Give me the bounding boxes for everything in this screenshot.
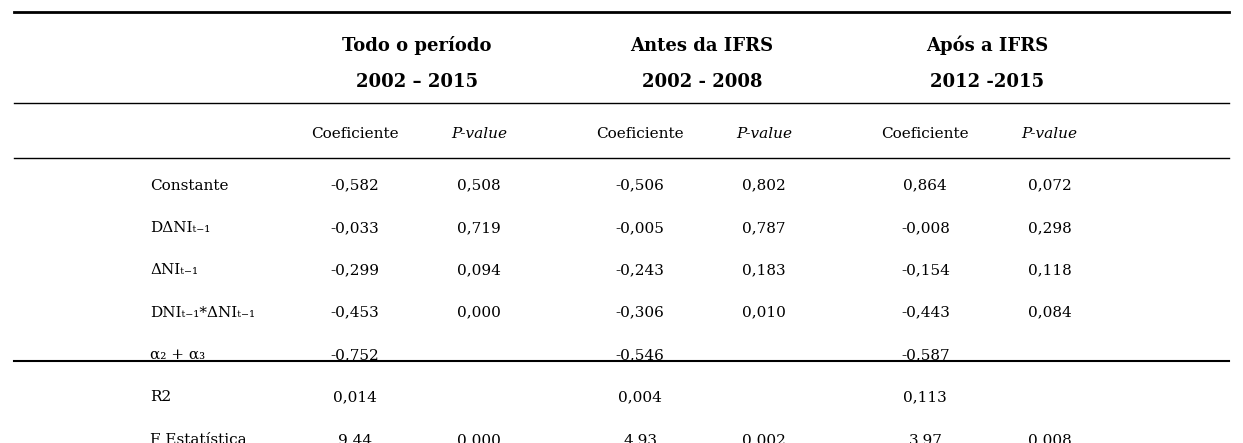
Text: -0,033: -0,033 (331, 221, 379, 235)
Text: 0,508: 0,508 (457, 179, 501, 193)
Text: -0,453: -0,453 (331, 306, 379, 320)
Text: 2002 – 2015: 2002 – 2015 (355, 74, 477, 91)
Text: -0,546: -0,546 (615, 348, 665, 362)
Text: -0,582: -0,582 (331, 179, 379, 193)
Text: 0,802: 0,802 (742, 179, 786, 193)
Text: -0,154: -0,154 (901, 263, 950, 277)
Text: 0,014: 0,014 (333, 390, 377, 404)
Text: P-value: P-value (1022, 127, 1078, 141)
Text: DNIₜ₋₁*ΔNIₜ₋₁: DNIₜ₋₁*ΔNIₜ₋₁ (150, 306, 255, 320)
Text: 4,93: 4,93 (623, 433, 658, 443)
Text: 3,97: 3,97 (909, 433, 942, 443)
Text: Coeficiente: Coeficiente (881, 127, 970, 141)
Text: F Estatística: F Estatística (150, 433, 247, 443)
Text: 0,183: 0,183 (742, 263, 786, 277)
Text: -0,306: -0,306 (615, 306, 665, 320)
Text: 0,298: 0,298 (1028, 221, 1071, 235)
Text: -0,506: -0,506 (615, 179, 665, 193)
Text: -0,243: -0,243 (615, 263, 665, 277)
Text: 0,094: 0,094 (457, 263, 501, 277)
Text: 0,004: 0,004 (618, 390, 663, 404)
Text: 2002 - 2008: 2002 - 2008 (641, 74, 762, 91)
Text: Antes da IFRS: Antes da IFRS (630, 37, 773, 54)
Text: 0,010: 0,010 (742, 306, 786, 320)
Text: -0,587: -0,587 (901, 348, 950, 362)
Text: -0,299: -0,299 (331, 263, 379, 277)
Text: ΔNIₜ₋₁: ΔNIₜ₋₁ (150, 263, 199, 277)
Text: α₂ + α₃: α₂ + α₃ (150, 348, 205, 362)
Text: 0,000: 0,000 (457, 306, 501, 320)
Text: 0,002: 0,002 (742, 433, 786, 443)
Text: 0,084: 0,084 (1028, 306, 1071, 320)
Text: 0,118: 0,118 (1028, 263, 1071, 277)
Text: 2012 -2015: 2012 -2015 (930, 74, 1044, 91)
Text: -0,005: -0,005 (615, 221, 665, 235)
Text: -0,008: -0,008 (901, 221, 950, 235)
Text: 0,864: 0,864 (904, 179, 947, 193)
Text: -0,752: -0,752 (331, 348, 379, 362)
Text: DΔNIₜ₋₁: DΔNIₜ₋₁ (150, 221, 210, 235)
Text: Após a IFRS: Após a IFRS (926, 36, 1049, 55)
Text: Todo o período: Todo o período (342, 36, 492, 55)
Text: 9,44: 9,44 (338, 433, 372, 443)
Text: 0,000: 0,000 (457, 433, 501, 443)
Text: P-value: P-value (451, 127, 507, 141)
Text: -0,443: -0,443 (901, 306, 950, 320)
Text: 0,719: 0,719 (457, 221, 501, 235)
Text: Coeficiente: Coeficiente (597, 127, 684, 141)
Text: Constante: Constante (150, 179, 229, 193)
Text: 0,008: 0,008 (1028, 433, 1071, 443)
Text: R2: R2 (150, 390, 172, 404)
Text: 0,072: 0,072 (1028, 179, 1071, 193)
Text: Coeficiente: Coeficiente (311, 127, 399, 141)
Text: P-value: P-value (736, 127, 792, 141)
Text: 0,113: 0,113 (904, 390, 947, 404)
Text: 0,787: 0,787 (742, 221, 786, 235)
